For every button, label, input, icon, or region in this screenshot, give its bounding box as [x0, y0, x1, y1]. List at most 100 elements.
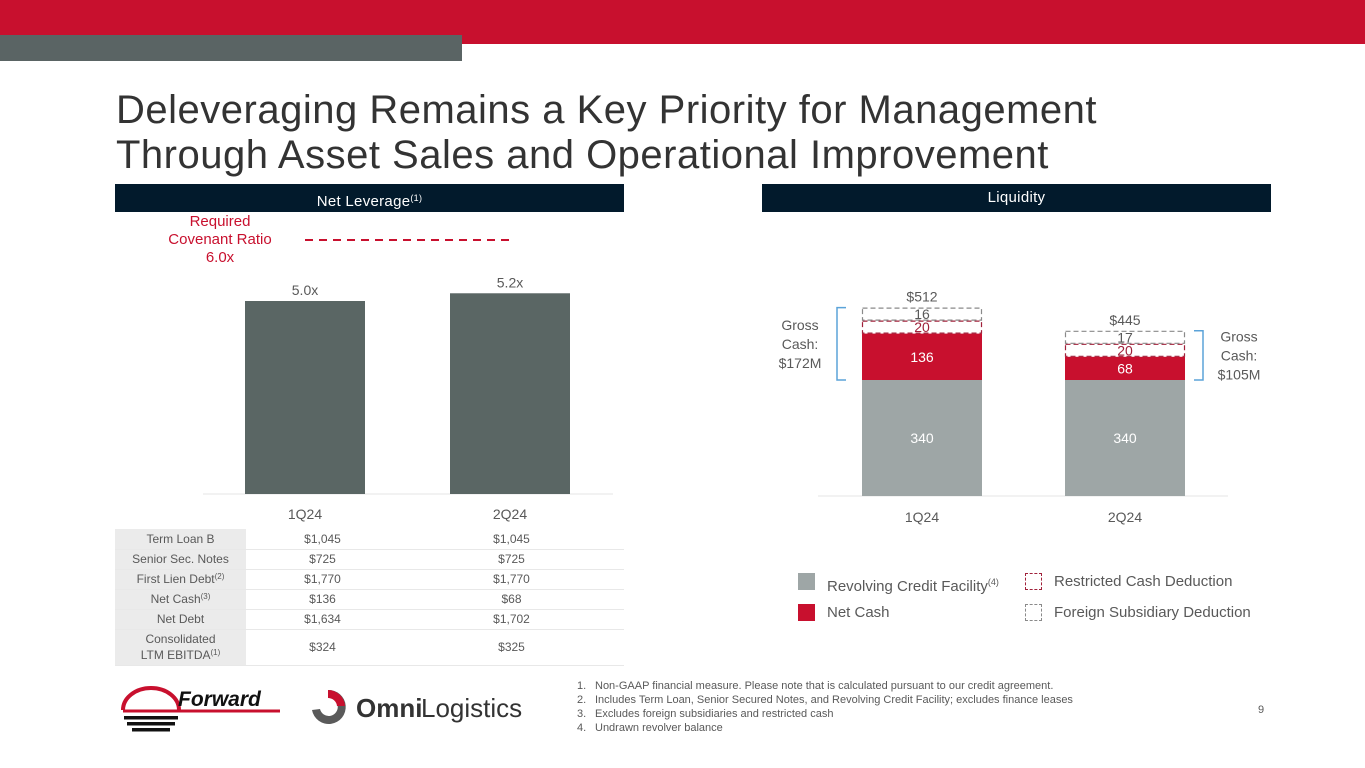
- gross-cash-label-2q24: Gross: [1220, 328, 1257, 344]
- table-row: First Lien Debt(2) $1,770 $1,770: [115, 568, 624, 590]
- leverage-bar-2q24: [450, 293, 570, 494]
- row-label: Consolidated LTM EBITDA(1): [115, 629, 246, 666]
- page-number: 9: [1258, 704, 1265, 716]
- row-label: Net Debt: [115, 609, 246, 630]
- header-gray-band: [0, 35, 462, 61]
- net-leverage-table: Term Loan B $1,045 $1,045 Senior Sec. Notes…: [115, 529, 624, 666]
- cell-1q24: $136: [246, 589, 399, 610]
- foreign-sub-segment: [1064, 330, 1186, 344]
- gross-cash-bracket-1q24: [836, 306, 846, 381]
- forward-logo: Forward: [121, 686, 280, 732]
- leverage-category-label: 2Q24: [493, 506, 527, 522]
- gross-cash-label-1q24: $172M: [779, 355, 822, 371]
- net-leverage-chart: 5.0x 1Q24 5.2x 2Q24: [203, 239, 613, 522]
- omni-logistics-logo: Omni Logistics: [312, 689, 522, 724]
- liquidity-legend: Revolving Credit Facility(4) Net Cash Rest…: [798, 572, 1278, 628]
- liquidity-category-label: 2Q24: [1108, 509, 1142, 525]
- footnotes: 1. Non-GAAP financial measure. Please not…: [577, 679, 1073, 735]
- leverage-bar-1q24: [245, 301, 365, 494]
- omni-logo-bold-text: Omni: [356, 693, 422, 723]
- footnote: 3. Excludes foreign subsidiaries and rest…: [577, 707, 1073, 721]
- table-row: Senior Sec. Notes $725 $725: [115, 549, 624, 570]
- table-row: Net Cash(3) $136 $68: [115, 589, 624, 610]
- footnote-number: 2.: [577, 694, 587, 706]
- gross-cash-label-1q24: Cash:: [782, 336, 819, 352]
- footnote-text: Includes Term Loan, Senior Secured Notes…: [595, 694, 1073, 706]
- net-cash-segment: [862, 333, 982, 380]
- net-leverage-header-footnote: (1): [410, 193, 423, 203]
- table-row: Net Debt $1,634 $1,702: [115, 609, 624, 630]
- forward-logo-text: Forward: [178, 688, 262, 711]
- revolver-segment: [1065, 380, 1185, 496]
- liquidity-chart: 3401362016$5121Q24340682017$4452Q24Gross…: [779, 289, 1261, 525]
- gross-cash-bracket-2q24: [1194, 330, 1204, 381]
- legend-swatch: [1025, 573, 1042, 590]
- gross-cash-label-2q24: $105M: [1218, 366, 1261, 382]
- net-cash-segment-label: 68: [1117, 360, 1133, 376]
- covenant-label-line1: Required: [189, 213, 251, 230]
- legend-swatch: [798, 604, 815, 621]
- restricted-cash-segment-label: 20: [1117, 342, 1133, 358]
- cell-2q24: $1,702: [399, 609, 624, 630]
- net-leverage-header: Net Leverage(1): [115, 184, 624, 212]
- cell-1q24: $1,634: [246, 609, 399, 630]
- liquidity-category-label: 1Q24: [905, 509, 939, 525]
- restricted-cash-segment: [1064, 343, 1186, 357]
- covenant-label-line2: Covenant Ratio: [168, 231, 272, 248]
- cell-2q24: $1,770: [399, 568, 624, 590]
- cell-1q24: $1,770: [246, 568, 399, 590]
- cell-1q24: $324: [246, 629, 399, 666]
- covenant-label: Required Covenant Ratio 6.0x: [150, 213, 290, 267]
- net-leverage-header-label: Net Leverage: [316, 193, 411, 210]
- row-label: First Lien Debt(2): [115, 568, 246, 590]
- cell-2q24: $68: [399, 589, 624, 610]
- liquidity-total-label: $512: [906, 289, 937, 305]
- footnote-text: Excludes foreign subsidiaries and restri…: [595, 708, 834, 720]
- title-line-1: Deleveraging Remains a Key Priority for …: [116, 88, 1097, 132]
- gross-cash-label-2q24: Cash:: [1221, 347, 1258, 363]
- leverage-category-label: 1Q24: [288, 506, 322, 522]
- revolver-segment-label: 340: [1113, 430, 1137, 446]
- table-row: Consolidated LTM EBITDA(1) $324 $325: [115, 629, 624, 666]
- net-cash-segment-label: 136: [910, 349, 934, 365]
- leverage-value-label: 5.2x: [497, 274, 523, 290]
- foreign-sub-segment-label: 16: [914, 306, 930, 322]
- page-title: Deleveraging Remains a Key Priority for …: [116, 88, 1266, 178]
- footnote-text: Non-GAAP financial measure. Please note …: [595, 680, 1054, 692]
- leverage-value-label: 5.0x: [292, 282, 318, 298]
- liquidity-header-label: Liquidity: [987, 189, 1046, 206]
- footnote-number: 3.: [577, 708, 587, 720]
- restricted-cash-segment-label: 20: [914, 319, 930, 335]
- foreign-sub-segment-label: 17: [1117, 329, 1133, 345]
- row-label: Net Cash(3): [115, 589, 246, 610]
- legend-label: Net Cash: [827, 604, 890, 621]
- gross-cash-label-1q24: Gross: [781, 317, 818, 333]
- footnote-text: Undrawn revolver balance: [595, 722, 723, 734]
- legend-label: Revolving Credit Facility(4): [827, 577, 999, 595]
- footnote: 4. Undrawn revolver balance: [577, 721, 1073, 735]
- omni-logo-light-text: Logistics: [421, 693, 522, 723]
- row-label: Senior Sec. Notes: [115, 549, 246, 570]
- cell-2q24: $325: [399, 629, 624, 666]
- revolver-segment: [862, 380, 982, 496]
- title-line-2: Through Asset Sales and Operational Impr…: [116, 133, 1049, 177]
- table-row: Term Loan B $1,045 $1,045: [115, 529, 624, 550]
- cell-2q24: $1,045: [399, 529, 624, 550]
- legend-swatch: [798, 573, 815, 590]
- cell-2q24: $725: [399, 549, 624, 570]
- legend-label: Foreign Subsidiary Deduction: [1054, 604, 1251, 621]
- covenant-label-line3: 6.0x: [205, 249, 235, 266]
- liquidity-header: Liquidity: [762, 184, 1271, 212]
- net-cash-segment: [1065, 356, 1185, 380]
- row-label: Term Loan B: [115, 529, 246, 550]
- cell-1q24: $1,045: [246, 529, 399, 550]
- footnote: 1. Non-GAAP financial measure. Please not…: [577, 679, 1073, 693]
- legend-label: Restricted Cash Deduction: [1054, 573, 1233, 590]
- liquidity-total-label: $445: [1109, 312, 1140, 328]
- legend-swatch: [1025, 604, 1042, 621]
- footnote-number: 1.: [577, 680, 587, 692]
- footnote: 2. Includes Term Loan, Senior Secured Not…: [577, 693, 1073, 707]
- footnote-number: 4.: [577, 722, 587, 734]
- revolver-segment-label: 340: [910, 430, 934, 446]
- cell-1q24: $725: [246, 549, 399, 570]
